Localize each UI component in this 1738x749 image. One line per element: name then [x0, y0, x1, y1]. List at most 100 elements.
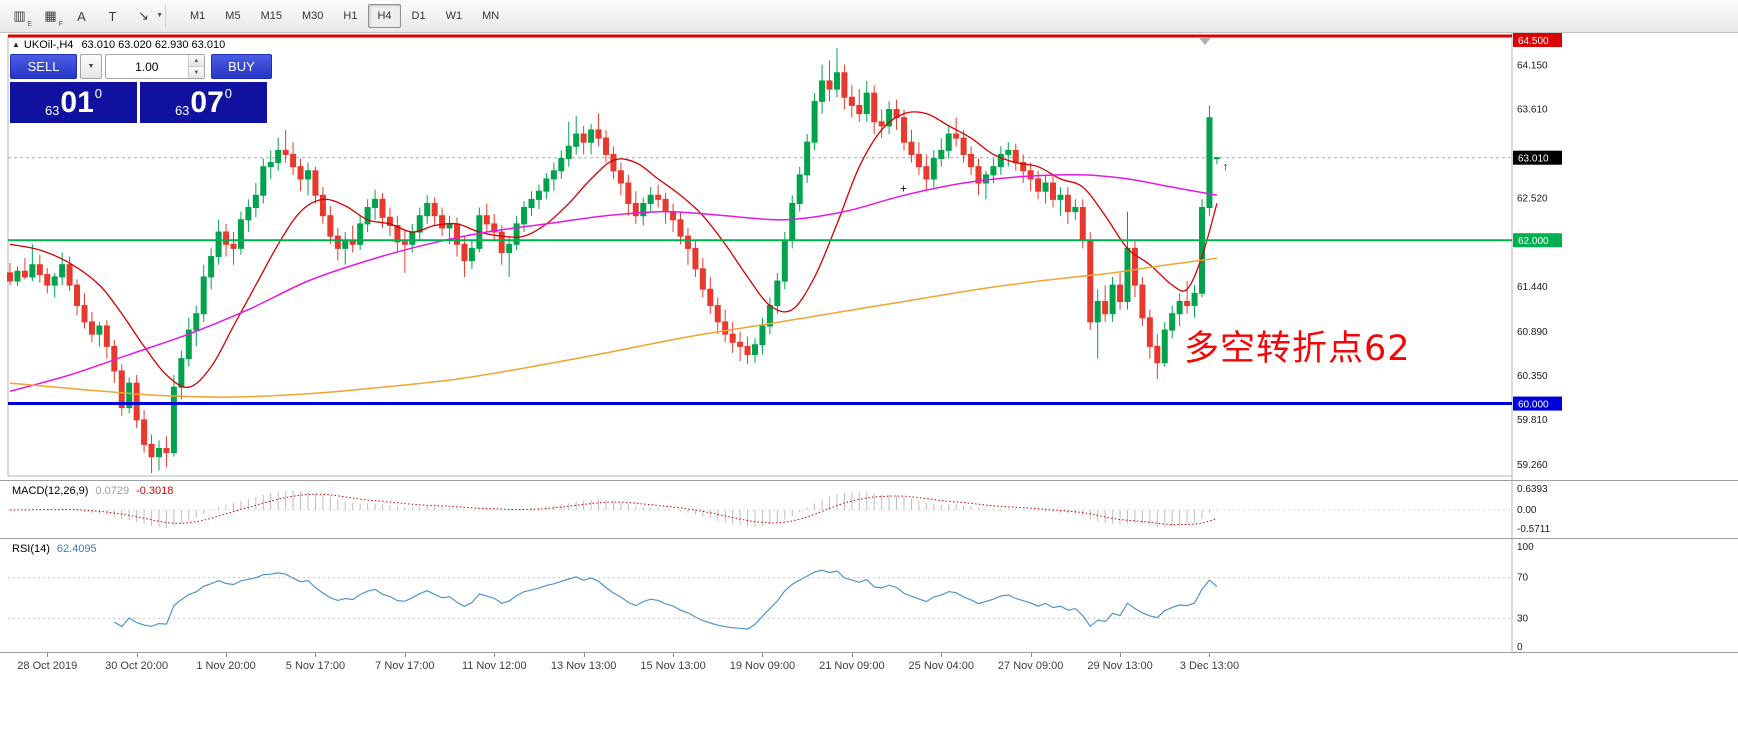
timeframe-M5[interactable]: M5	[225, 10, 241, 22]
candle-body	[1042, 182, 1049, 192]
timeframe-MN[interactable]: MN	[482, 10, 500, 22]
timeframe-D1[interactable]: D1	[411, 10, 426, 22]
dropdown-caret-icon[interactable]: ▼	[156, 12, 163, 19]
candle-body	[7, 272, 13, 282]
ask-price-display[interactable]: 63 07 0	[140, 82, 267, 123]
timeframe-H4[interactable]: H4	[368, 4, 401, 28]
level-badge-64.500	[1513, 33, 1562, 47]
sell-button[interactable]: SELL	[10, 54, 78, 79]
candle-body	[148, 443, 155, 458]
candle-body	[1102, 300, 1109, 315]
candle-body	[51, 276, 58, 286]
candles-layer	[7, 48, 1220, 473]
candle-body	[781, 239, 788, 282]
candle-body	[163, 447, 170, 454]
rsi-canvas[interactable]: 100 70 30 0	[0, 539, 1565, 652]
candle-body	[1087, 239, 1094, 323]
macd-canvas[interactable]: 0.6393 0.00 -0.5711	[0, 481, 1565, 538]
svg-text:60.890: 60.890	[1517, 327, 1548, 338]
line-studies-icon-glyph: ↘	[138, 8, 149, 23]
candle-body	[1005, 149, 1012, 155]
line-studies-icon[interactable]: ↘ ▼	[129, 3, 163, 29]
time-tick	[226, 653, 228, 657]
price-chart-canvas[interactable]: 64.500 62.000 60.000 64.150 63.610 62.520 61.4…	[0, 33, 1565, 480]
volume-dropdown-caret[interactable]: ▼	[80, 54, 102, 79]
current-price-badge	[1513, 150, 1562, 165]
macd-name: MACD(12,26,9)	[12, 485, 89, 497]
candle-body	[1131, 247, 1138, 286]
candle-body	[394, 224, 401, 243]
macd-signal-line	[9, 493, 1218, 526]
candle-body	[1057, 194, 1064, 200]
text-annotation-icon[interactable]: A	[67, 3, 96, 29]
candle-body	[312, 170, 319, 196]
svg-text:0: 0	[1517, 642, 1523, 652]
candle-body	[439, 215, 446, 229]
timeframe-M30[interactable]: M30	[301, 10, 324, 22]
time-tick	[1120, 653, 1122, 657]
timeframe-W1[interactable]: W1	[445, 10, 463, 22]
buy-button[interactable]: BUY	[210, 54, 272, 79]
time-label: 1 Nov 20:00	[196, 660, 256, 672]
candle-body	[1094, 300, 1101, 323]
time-label: 30 Oct 20:00	[105, 660, 169, 672]
time-tick	[1209, 653, 1211, 657]
candle-body	[684, 235, 691, 249]
candle-body	[1064, 194, 1071, 213]
candle-body	[662, 198, 669, 213]
time-axis[interactable]: 28 Oct 2019 30 Oct 20:00 1 Nov 20:00 5 Nov …	[0, 652, 1738, 682]
candle-body	[1146, 317, 1153, 347]
time-tick	[673, 653, 675, 657]
timeframe-M15[interactable]: M15	[260, 10, 282, 22]
collapse-arrow-icon[interactable]: ▲	[12, 40, 20, 49]
candle-body	[938, 149, 945, 160]
rsi-panel[interactable]: 100 70 30 0 RSI(14) 62.4095	[0, 538, 1738, 652]
candle-body	[193, 313, 200, 331]
chart-shift-marker-icon[interactable]	[1199, 38, 1211, 45]
grid-icon-glyph: ▦	[44, 8, 57, 23]
volume-input[interactable]	[105, 55, 188, 78]
candle-body	[878, 121, 885, 127]
rsi-name: RSI(14)	[12, 543, 50, 555]
candle-body	[573, 133, 580, 147]
chart-annotation-text: 多空转折点62	[1184, 329, 1411, 369]
candle-body	[401, 241, 408, 245]
candle-body	[386, 216, 393, 226]
candle-body	[237, 219, 244, 249]
svg-text:63.010: 63.010	[1518, 154, 1549, 165]
spinner-up-icon[interactable]: ▲	[188, 55, 204, 67]
ma-mid-magenta	[9, 173, 1218, 393]
svg-text:-0.5711: -0.5711	[1517, 524, 1551, 535]
candle-body	[334, 235, 341, 249]
candle-body	[252, 194, 259, 209]
time-tick	[136, 653, 138, 657]
candle-chart-icon[interactable]: ▥ E	[5, 3, 34, 29]
candle-body	[290, 153, 297, 168]
main-chart-panel[interactable]: 64.500 62.000 60.000 64.150 63.610 62.520 61.4…	[0, 33, 1738, 480]
candle-body	[953, 133, 960, 139]
svg-text:0.6393: 0.6393	[1517, 484, 1548, 495]
bid-price-display[interactable]: 63 01 0	[10, 82, 137, 123]
textbox-icon[interactable]: T	[98, 3, 127, 29]
candle-body	[819, 80, 826, 102]
rsi-label: RSI(14) 62.4095	[12, 543, 97, 555]
macd-panel[interactable]: 0.6393 0.00 -0.5711 MACD(12,26,9) 0.0729 -0.…	[0, 480, 1738, 538]
candle-body	[729, 333, 736, 343]
candle-body	[468, 247, 475, 262]
candle-body	[431, 202, 438, 217]
candle-body	[640, 202, 647, 217]
candle-body	[14, 270, 21, 282]
timeframe-H1[interactable]: H1	[343, 10, 358, 22]
rsi-value: 62.4095	[56, 543, 97, 555]
spinner-down-icon[interactable]: ▼	[188, 67, 204, 78]
svg-text:62.000: 62.000	[1518, 236, 1549, 247]
svg-text:0.00: 0.00	[1517, 505, 1537, 516]
svg-text:59.260: 59.260	[1517, 460, 1548, 471]
grid-icon[interactable]: ▦ F	[36, 3, 65, 29]
candle-body	[670, 211, 677, 221]
svg-text:30: 30	[1517, 613, 1529, 624]
time-tick	[315, 653, 317, 657]
candle-body	[126, 382, 133, 409]
macd-signal-value: -0.3018	[136, 485, 174, 497]
timeframe-M1[interactable]: M1	[190, 10, 206, 22]
